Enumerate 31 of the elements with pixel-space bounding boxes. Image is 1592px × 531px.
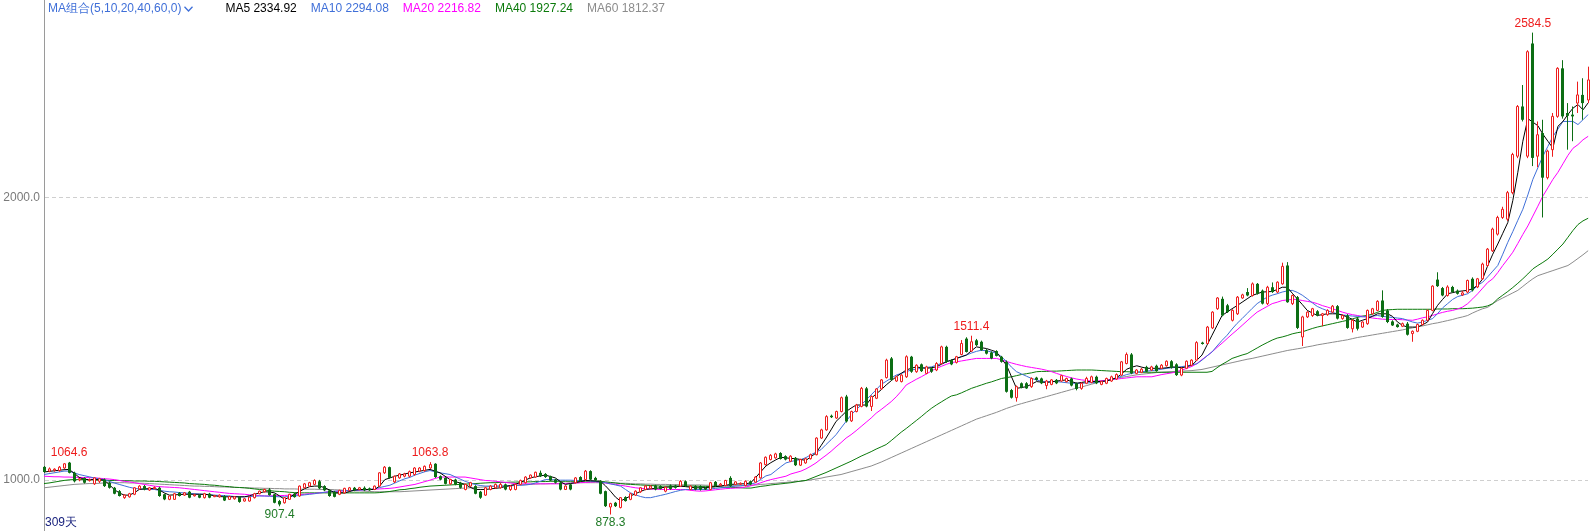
annotation: 309天 xyxy=(45,515,78,530)
candlestick xyxy=(1516,104,1519,159)
text: MA10 2294.08 xyxy=(310,1,389,16)
candlestick xyxy=(1576,81,1579,114)
annotation: 1511.4 xyxy=(953,319,990,334)
candlestick xyxy=(1381,289,1384,319)
text: MA40 1927.24 xyxy=(494,1,573,16)
candlestick xyxy=(865,386,868,408)
y-tick-label: 2000.0 xyxy=(3,190,41,205)
annotation: 907.4 xyxy=(264,506,295,521)
candlestick xyxy=(1566,102,1569,151)
annotation: 878.3 xyxy=(595,514,626,529)
annotation: 1064.6 xyxy=(50,445,88,460)
candlestick xyxy=(1130,352,1133,375)
candlestick xyxy=(1221,296,1224,317)
annotation: 2584.5 xyxy=(1514,15,1552,30)
y-tick-label: 1000.0 xyxy=(3,472,41,487)
candlestick xyxy=(1526,49,1529,159)
text: MA60 1812.37 xyxy=(586,1,666,16)
candlestick xyxy=(1195,340,1198,362)
candlestick xyxy=(1581,77,1584,121)
legend-title: MA组合(5,10,20,40,60,0) xyxy=(48,1,182,16)
candlestick xyxy=(1506,190,1509,222)
candlestick xyxy=(1496,215,1499,237)
candlestick xyxy=(1521,84,1524,122)
candlestick xyxy=(890,356,893,382)
annotation: 1063.8 xyxy=(411,445,449,460)
candlestick xyxy=(940,345,943,365)
candlestick xyxy=(1536,120,1539,168)
text: MA5 2334.92 xyxy=(225,1,297,16)
text: MA20 2216.82 xyxy=(402,1,481,16)
